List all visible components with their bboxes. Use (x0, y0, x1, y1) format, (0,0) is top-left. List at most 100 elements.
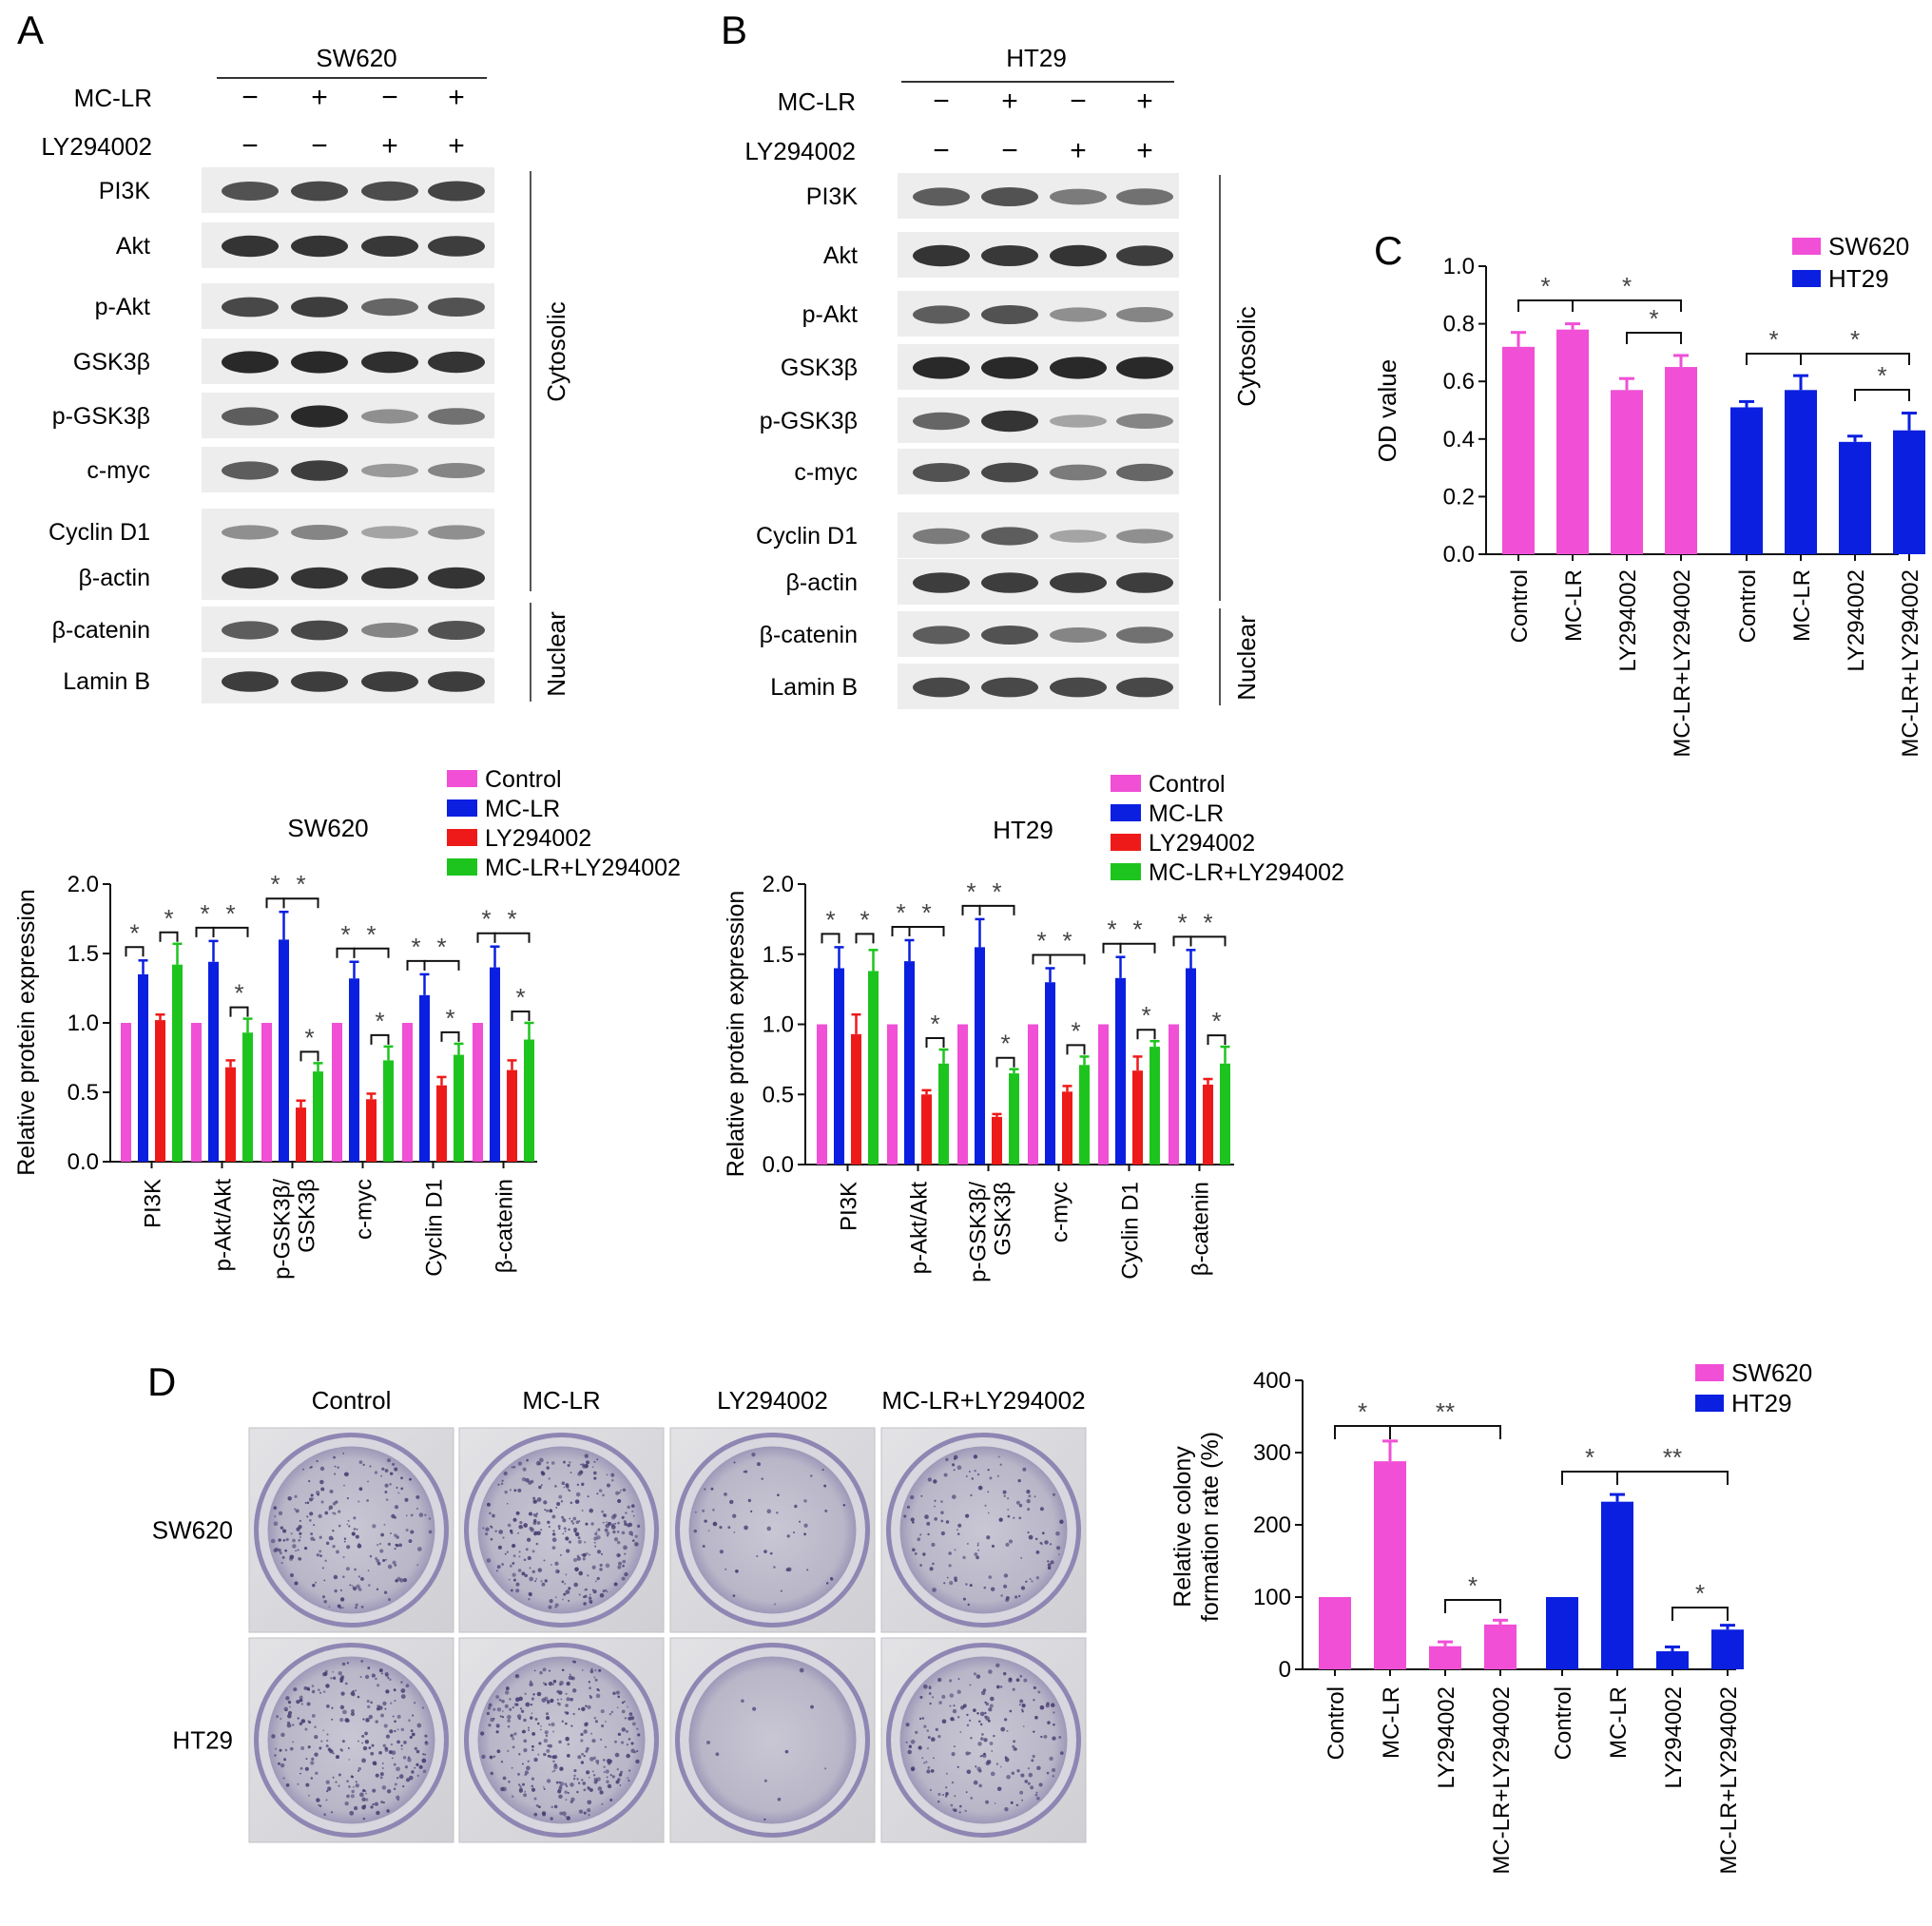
colony-dot (523, 1793, 528, 1798)
colony-dot (1000, 1594, 1004, 1597)
colony-dot (566, 1549, 570, 1553)
colony-dot (529, 1682, 533, 1687)
protein-band (1116, 626, 1173, 644)
colony-dot (534, 1580, 537, 1583)
colony-dot (593, 1716, 597, 1720)
colony-dot (416, 1547, 422, 1551)
well-surface (688, 1446, 857, 1614)
colony-dot (517, 1531, 520, 1534)
colony-dot (551, 1546, 556, 1550)
colony-dot (933, 1479, 937, 1484)
panel-letter-d: D (147, 1359, 176, 1404)
colony-dot (400, 1476, 403, 1480)
colony-dot (591, 1739, 596, 1743)
colony-dot (543, 1787, 546, 1791)
legend-label: LY294002 (485, 825, 591, 852)
colony-dot (557, 1702, 560, 1705)
colony-dot (735, 1569, 739, 1573)
colony-dot (1021, 1703, 1026, 1708)
colony-dot (996, 1786, 1002, 1791)
protein-band (222, 182, 279, 201)
colony-dot (618, 1773, 623, 1777)
colony-dot (509, 1707, 512, 1711)
colony-dot (585, 1522, 589, 1526)
colony-dot (928, 1692, 932, 1695)
colony-dot (634, 1534, 638, 1538)
colony-dot (518, 1696, 523, 1702)
significance-bracket (925, 1037, 945, 1049)
legend-swatch (447, 829, 477, 846)
colony-dot (965, 1513, 970, 1518)
panel-letter-a: A (17, 8, 44, 52)
colony-dot (530, 1479, 534, 1484)
colony-dot (617, 1695, 621, 1699)
colony-dot (351, 1789, 355, 1794)
bar (507, 1069, 517, 1162)
protein-band (291, 235, 348, 258)
colony-dot (580, 1732, 584, 1737)
significance-bracket (1172, 935, 1192, 947)
colony-dot (977, 1549, 980, 1551)
protein-band (428, 463, 485, 478)
colony-dot (310, 1532, 314, 1535)
colony-dot (563, 1486, 566, 1489)
colony-dot (938, 1701, 942, 1705)
colony-dot (595, 1780, 598, 1782)
colony-dot (903, 1514, 907, 1518)
colony-dot (370, 1701, 373, 1705)
colony-dot (357, 1588, 362, 1591)
colony-dot (974, 1552, 978, 1557)
colony-dot (402, 1756, 407, 1760)
y-tick-label: 0 (1279, 1657, 1291, 1683)
colony-dot (949, 1705, 952, 1707)
protein-band (291, 620, 348, 641)
protein-band (913, 356, 970, 379)
colony-dot (558, 1527, 561, 1531)
colony-dot (416, 1723, 422, 1728)
bar (1220, 1063, 1230, 1165)
colony-dot (345, 1719, 350, 1723)
protein-band (981, 527, 1038, 546)
colony-dot (1024, 1780, 1029, 1783)
colony-dot (543, 1738, 549, 1743)
colony-dot (594, 1669, 597, 1671)
colony-dot (926, 1769, 931, 1774)
bar (332, 1023, 342, 1162)
colony-dot (415, 1762, 419, 1766)
colony-dot (533, 1812, 538, 1817)
protein-band (361, 181, 418, 202)
colony-dot (576, 1483, 579, 1486)
colony-dot (563, 1592, 567, 1596)
colony-dot (627, 1705, 628, 1708)
colony-dot (598, 1489, 603, 1493)
colony-dot (416, 1774, 419, 1778)
colony-dot (614, 1740, 617, 1743)
colony-dot (1026, 1498, 1031, 1504)
colony-dot (558, 1494, 563, 1499)
treatment-sign: + (1001, 86, 1018, 117)
colony-dot (584, 1594, 588, 1598)
colony-dot (313, 1538, 316, 1541)
colony-dot (536, 1691, 542, 1697)
colony-dot (389, 1678, 392, 1681)
colony-dot (292, 1724, 295, 1726)
colony-dot (573, 1774, 576, 1778)
colony-dot (990, 1696, 995, 1702)
colony-dot (957, 1678, 960, 1681)
colony-dot (533, 1797, 537, 1801)
colony-dot (394, 1505, 399, 1510)
colony-dot (312, 1497, 315, 1500)
colony-dot (331, 1537, 334, 1540)
colony-dot (278, 1762, 280, 1765)
colony-dot (304, 1727, 308, 1731)
colony-dot (341, 1662, 346, 1666)
colony-dot (384, 1483, 389, 1488)
colony-dot (357, 1740, 359, 1743)
bar (155, 1020, 165, 1162)
colony-dot (343, 1540, 346, 1543)
colony-dot (958, 1804, 962, 1808)
colony-dot (603, 1771, 606, 1774)
colony-dot (927, 1532, 930, 1536)
